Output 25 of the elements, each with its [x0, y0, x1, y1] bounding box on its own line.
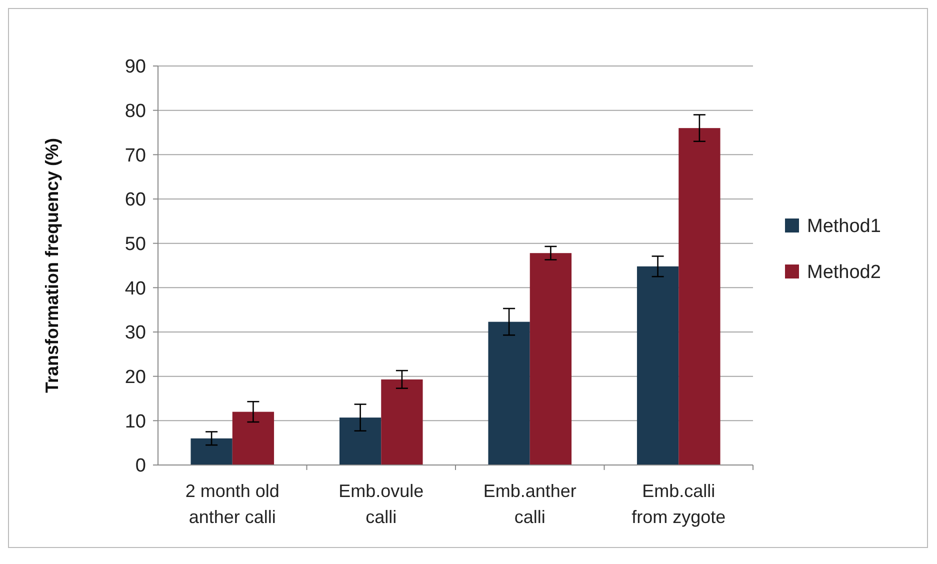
y-axis-title: Transformation frequency (%) — [42, 138, 62, 394]
y-tick-label: 20 — [124, 366, 146, 388]
bar — [339, 418, 382, 465]
y-tick-label: 50 — [124, 234, 146, 255]
y-tick-label: 10 — [124, 411, 146, 432]
y-tick-label: 30 — [124, 322, 146, 344]
legend-label: Method2 — [807, 262, 881, 284]
x-tick-label: Emb.anther calli — [483, 481, 576, 527]
y-tick-label: 40 — [124, 278, 146, 300]
y-tick-label: 90 — [124, 56, 146, 78]
y-tick-label: 60 — [124, 190, 146, 211]
y-tick-label: 80 — [124, 100, 146, 122]
bar — [381, 379, 423, 465]
x-tick-label: 2 month old anther calli — [185, 481, 280, 527]
y-tick-label: 70 — [124, 145, 146, 166]
x-tick-label: Emb.ovule calli — [338, 481, 424, 527]
bar — [636, 266, 679, 465]
bar — [678, 128, 720, 465]
legend-label: Method1 — [807, 216, 881, 238]
x-tick-label: Emb.calli from zygote — [632, 481, 726, 527]
bar — [530, 253, 572, 465]
bar — [488, 322, 530, 465]
bar — [190, 438, 232, 465]
bar — [232, 412, 274, 465]
y-tick-label: 0 — [135, 456, 146, 477]
